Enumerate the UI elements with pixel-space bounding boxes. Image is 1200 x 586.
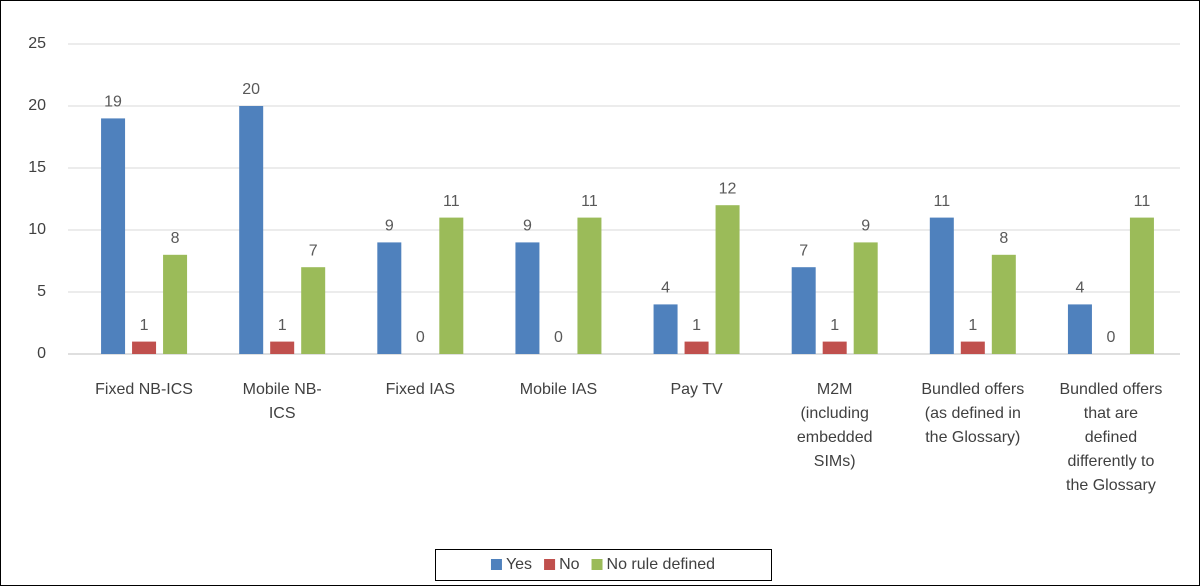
legend-label: No rule defined [607,556,716,573]
bar [822,341,847,354]
data-label: 9 [523,218,532,235]
x-tick-label: Bundled offers that are defined differently… [1059,381,1162,494]
data-label: 11 [443,193,460,210]
y-tick-label: 0 [37,345,46,362]
data-label: 4 [661,280,670,297]
y-tick-label: 15 [28,159,46,176]
data-label: 11 [581,193,598,210]
bar [132,341,157,354]
bar [929,217,954,354]
data-label: 1 [692,317,701,334]
bar [1067,304,1092,354]
data-label: 1 [278,317,287,334]
x-tick-label: M2M (including embedded SIMs) [797,381,873,470]
bar [101,118,126,355]
bar [653,304,678,354]
y-tick-label: 10 [28,221,46,238]
legend-label: No [559,556,580,573]
bar [684,341,709,354]
data-label: 12 [719,180,737,197]
data-label: 8 [171,230,180,247]
data-label: 1 [830,317,839,334]
legend-label: Yes [506,556,532,573]
bar [1129,217,1154,354]
legend-swatch [544,559,556,570]
data-label: 8 [999,230,1008,247]
x-tick-label: Pay TV [670,381,723,398]
data-label: 0 [554,329,563,346]
data-label: 4 [1075,280,1084,297]
bar [960,341,985,354]
bar [577,217,602,354]
data-label: 11 [934,193,951,210]
x-tick-label: Mobile NB-ICS [243,381,322,422]
bar [301,267,326,354]
legend-box [435,549,772,581]
data-label: 7 [309,242,318,259]
bar [163,254,188,354]
x-tick-label: Mobile IAS [520,381,597,398]
legend-swatch [591,559,603,570]
bar [270,341,295,354]
bar [853,242,878,354]
x-tick-label: Fixed IAS [386,381,455,398]
bar [791,267,816,354]
bar [377,242,402,354]
bar [239,106,264,354]
x-tick-label: Fixed NB-ICS [95,381,193,398]
data-label: 19 [104,94,122,111]
y-tick-label: 20 [28,97,46,114]
legend: Yes No No rule defined [435,549,772,581]
data-label: 9 [861,218,870,235]
legend-swatch [490,559,502,570]
data-label: 7 [799,242,808,259]
y-tick-label: 25 [28,35,46,52]
data-label: 20 [242,81,260,98]
data-label: 11 [1134,193,1151,210]
data-label: 0 [416,329,425,346]
data-label: 1 [968,317,977,334]
bar [515,242,540,354]
bar [715,205,740,354]
data-label: 9 [385,218,394,235]
x-tick-label: Bundled offers (as defined in the Glossary… [921,381,1024,446]
bar [439,217,464,354]
bar [991,254,1016,354]
data-label: 1 [140,317,149,334]
data-label: 0 [1106,329,1115,346]
y-tick-label: 5 [37,283,46,300]
